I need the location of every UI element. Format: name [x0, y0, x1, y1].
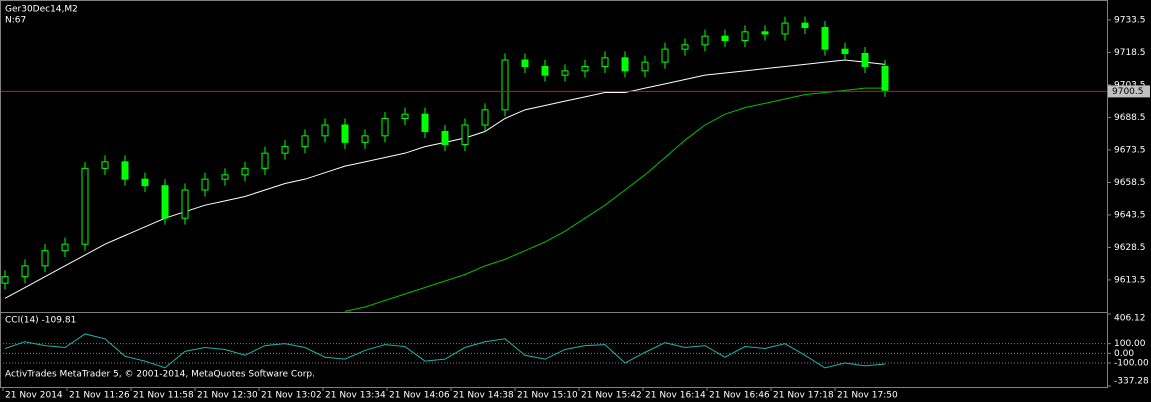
candle-body	[661, 48, 669, 63]
candle-body	[801, 22, 809, 28]
x-tick-label: 21 Nov 14:38	[453, 391, 514, 401]
current-price-box	[1108, 85, 1150, 98]
candle-body	[521, 59, 529, 67]
candle-body	[581, 65, 589, 72]
candle-body	[141, 178, 149, 187]
y-tick-label: 9613.5	[1114, 275, 1146, 285]
candle-body	[761, 31, 769, 35]
main-plot	[1, 16, 1107, 312]
indicator-plot	[1, 333, 1107, 369]
axes: 9733.5 9718.5 9703.5 9688.5 9673.5 9658.5 9643…	[2, 15, 1150, 401]
indicator-tick-label: 0.00	[1114, 349, 1134, 359]
candle-body	[241, 167, 249, 176]
candle-body	[281, 146, 289, 154]
candle-body	[721, 35, 729, 41]
current-price-label: 9700.5	[1112, 87, 1144, 97]
candle-body	[741, 31, 749, 41]
candle-body	[881, 65, 889, 91]
moving-average	[344, 87, 885, 312]
candle-body	[421, 113, 429, 132]
cci-line	[4, 333, 886, 369]
x-tick-label: 21 Nov 11:58	[133, 391, 194, 401]
candle-body	[221, 174, 229, 180]
x-tick-label: 21 Nov 16:46	[709, 391, 770, 401]
x-tick-label: 21 Nov 13:02	[261, 391, 322, 401]
y-tick-label: 9643.5	[1114, 210, 1146, 220]
indicator-tick-label: 100.00	[1114, 339, 1146, 349]
y-tick-label: 9703.5	[1114, 80, 1146, 90]
candle-body	[341, 124, 349, 143]
candle-body	[701, 35, 709, 46]
candle-body	[481, 109, 489, 126]
candle-body	[361, 135, 369, 143]
candle-body	[441, 130, 449, 145]
x-tick-label: 21 Nov 11:26	[69, 391, 130, 401]
candle-body	[41, 250, 49, 267]
candle-body	[61, 243, 69, 252]
candle-body	[261, 152, 269, 169]
x-tick-label: 21 Nov 16:14	[645, 391, 706, 401]
candle-body	[561, 70, 569, 76]
candle-body	[781, 22, 789, 35]
y-tick-label: 9673.5	[1114, 145, 1146, 155]
y-tick-label: 9718.5	[1114, 48, 1146, 58]
candle-body	[381, 117, 389, 137]
indicator-tick-label: -337.28	[1114, 377, 1149, 387]
candle-body	[1, 276, 9, 284]
candle-body	[601, 57, 609, 67]
x-tick-label: 21 Nov 17:18	[773, 391, 834, 401]
y-tick-label: 9688.5	[1114, 113, 1146, 123]
x-tick-label: 21 Nov 13:34	[325, 391, 386, 401]
x-tick-label: 21 Nov 17:50	[837, 391, 898, 401]
indicator-tick-label: -100.00	[1114, 359, 1149, 369]
candle-body	[181, 189, 189, 219]
chart-title: Ger30Dec14,M2	[5, 5, 78, 15]
candle-body	[621, 57, 629, 72]
candle-body	[201, 178, 209, 191]
candle-body	[81, 167, 89, 245]
candle-body	[681, 44, 689, 50]
footer: ActivTrades MetaTrader 5, © 2001-2014, M…	[5, 370, 315, 380]
candle-body	[841, 48, 849, 54]
indicator-tick-label: 406.12	[1114, 314, 1146, 324]
candle-body	[821, 26, 829, 50]
chart-subtitle: N:67	[5, 16, 26, 26]
candle-body	[161, 185, 169, 219]
y-tick-label: 9733.5	[1114, 15, 1146, 25]
candle-body	[321, 124, 329, 137]
y-tick-label: 9628.5	[1114, 243, 1146, 253]
x-tick-label: 21 Nov 15:42	[581, 391, 642, 401]
candle-body	[861, 52, 869, 67]
indicator-frame	[0, 312, 1108, 388]
main-frame	[0, 0, 1108, 313]
indicator-title: CCI(14) -109.81	[5, 316, 76, 326]
candle-body	[541, 65, 549, 76]
candle-body	[121, 161, 129, 180]
y-tick-label: 9658.5	[1114, 178, 1146, 188]
candle-body	[401, 113, 409, 119]
x-tick-label: 21 Nov 14:06	[389, 391, 450, 401]
candle-body	[101, 161, 109, 169]
candle-body	[501, 59, 509, 111]
x-tick-label: 21 Nov 12:30	[197, 391, 258, 401]
candle-body	[301, 135, 309, 148]
candle-body	[21, 265, 29, 278]
candle-body	[461, 124, 469, 145]
candle-body	[641, 61, 649, 72]
x-tick-label: 21 Nov 15:10	[517, 391, 578, 401]
x-tick-label: 21 Nov 2014	[5, 391, 63, 401]
